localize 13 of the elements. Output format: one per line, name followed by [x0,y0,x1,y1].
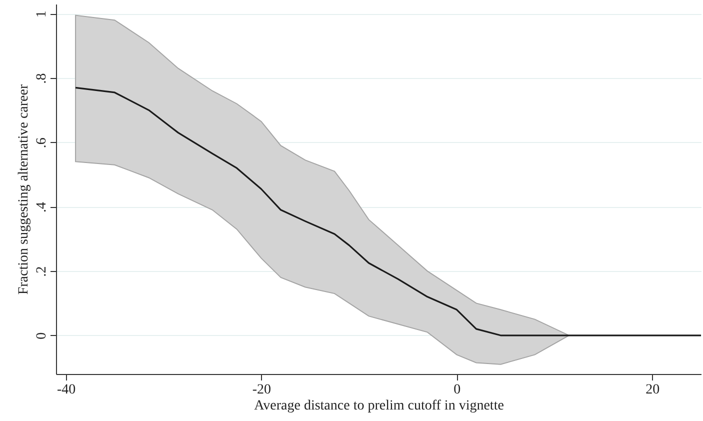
y-tick-label: 0 [34,332,50,340]
x-tick-label: -20 [252,382,272,398]
y-tick-label: .4 [34,202,50,212]
y-tick-label: .6 [34,138,50,148]
line-series [74,86,701,336]
y-axis-title: Fraction suggesting alternative career [16,84,32,295]
x-tick-label: 0 [454,382,461,398]
x-axis-title: Average distance to prelim cutoff in vignette [254,398,504,414]
y-tick-label: .2 [34,266,50,277]
x-tick-label: -40 [56,382,76,398]
y-tick-label: .8 [34,73,50,84]
x-tick-label: 20 [646,382,660,398]
y-tick-label: 1 [34,10,50,18]
